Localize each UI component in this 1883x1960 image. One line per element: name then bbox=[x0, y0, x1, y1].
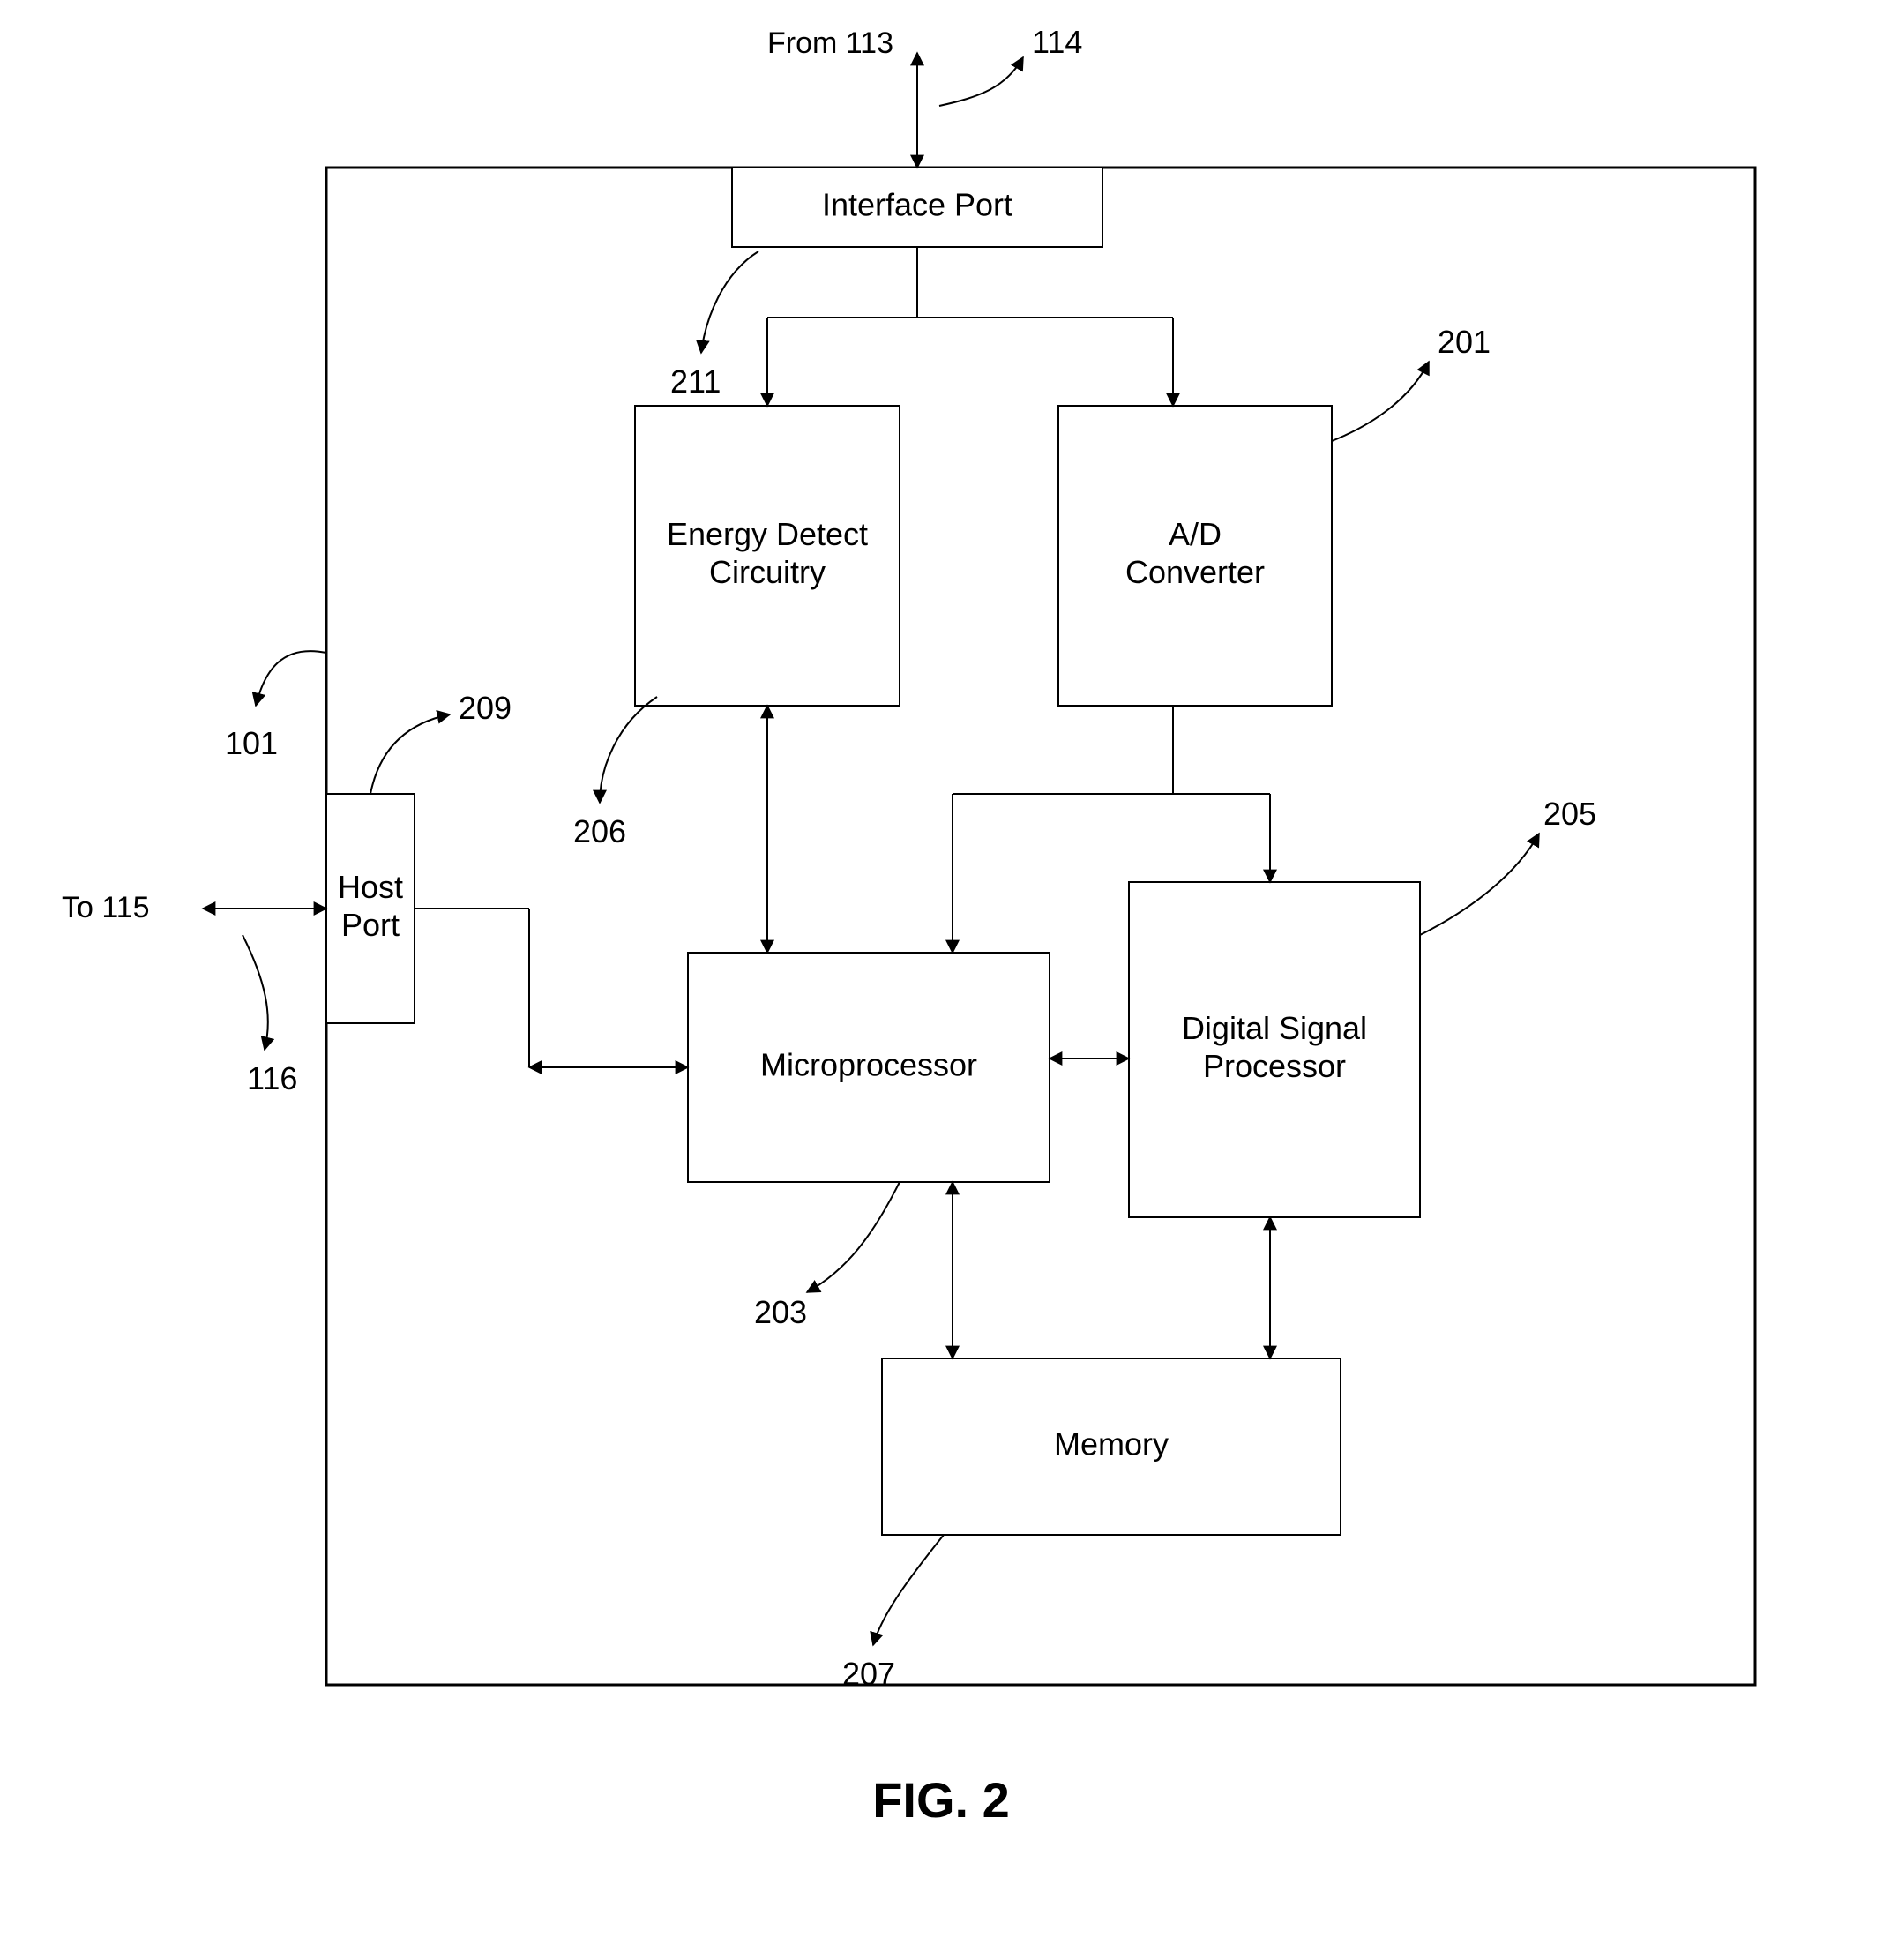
leader-116 bbox=[243, 935, 268, 1050]
leader-201 bbox=[1332, 362, 1429, 441]
microprocessor-label: Microprocessor bbox=[760, 1047, 977, 1083]
refnum-203: 203 bbox=[754, 1294, 807, 1330]
leader-101 bbox=[256, 651, 326, 706]
ad_converter-label-1: A/D bbox=[1169, 516, 1222, 552]
host_port-label-2: Port bbox=[341, 907, 400, 943]
refnum-206: 206 bbox=[573, 813, 626, 849]
refnum-114: 114 bbox=[1032, 24, 1082, 60]
leader-207 bbox=[873, 1535, 944, 1645]
energy_detect-label-2: Circuitry bbox=[709, 554, 826, 590]
leader-205 bbox=[1420, 834, 1539, 935]
dsp-label-1: Digital Signal bbox=[1182, 1010, 1367, 1046]
refnum-101: 101 bbox=[225, 725, 278, 761]
external-to115: To 115 bbox=[62, 891, 150, 924]
refnum-116: 116 bbox=[247, 1060, 297, 1096]
leader-206 bbox=[600, 697, 657, 803]
energy_detect-label-1: Energy Detect bbox=[667, 516, 868, 552]
refnum-209: 209 bbox=[459, 690, 512, 726]
memory-label: Memory bbox=[1054, 1426, 1169, 1463]
refnum-211: 211 bbox=[670, 363, 721, 400]
external-from113: From 113 bbox=[767, 26, 893, 60]
ad_converter-label-2: Converter bbox=[1125, 554, 1265, 590]
dsp-label-2: Processor bbox=[1203, 1048, 1346, 1084]
interface_port-label: Interface Port bbox=[822, 187, 1012, 223]
leader-203 bbox=[807, 1182, 900, 1292]
host_port-label-1: Host bbox=[338, 869, 403, 905]
refnum-205: 205 bbox=[1543, 796, 1596, 832]
refnum-207: 207 bbox=[842, 1656, 895, 1692]
leader-209 bbox=[370, 714, 450, 794]
figure-title: FIG. 2 bbox=[872, 1772, 1010, 1828]
leader-211 bbox=[701, 251, 758, 353]
leader-114 bbox=[939, 57, 1023, 106]
refnum-201: 201 bbox=[1438, 324, 1491, 360]
